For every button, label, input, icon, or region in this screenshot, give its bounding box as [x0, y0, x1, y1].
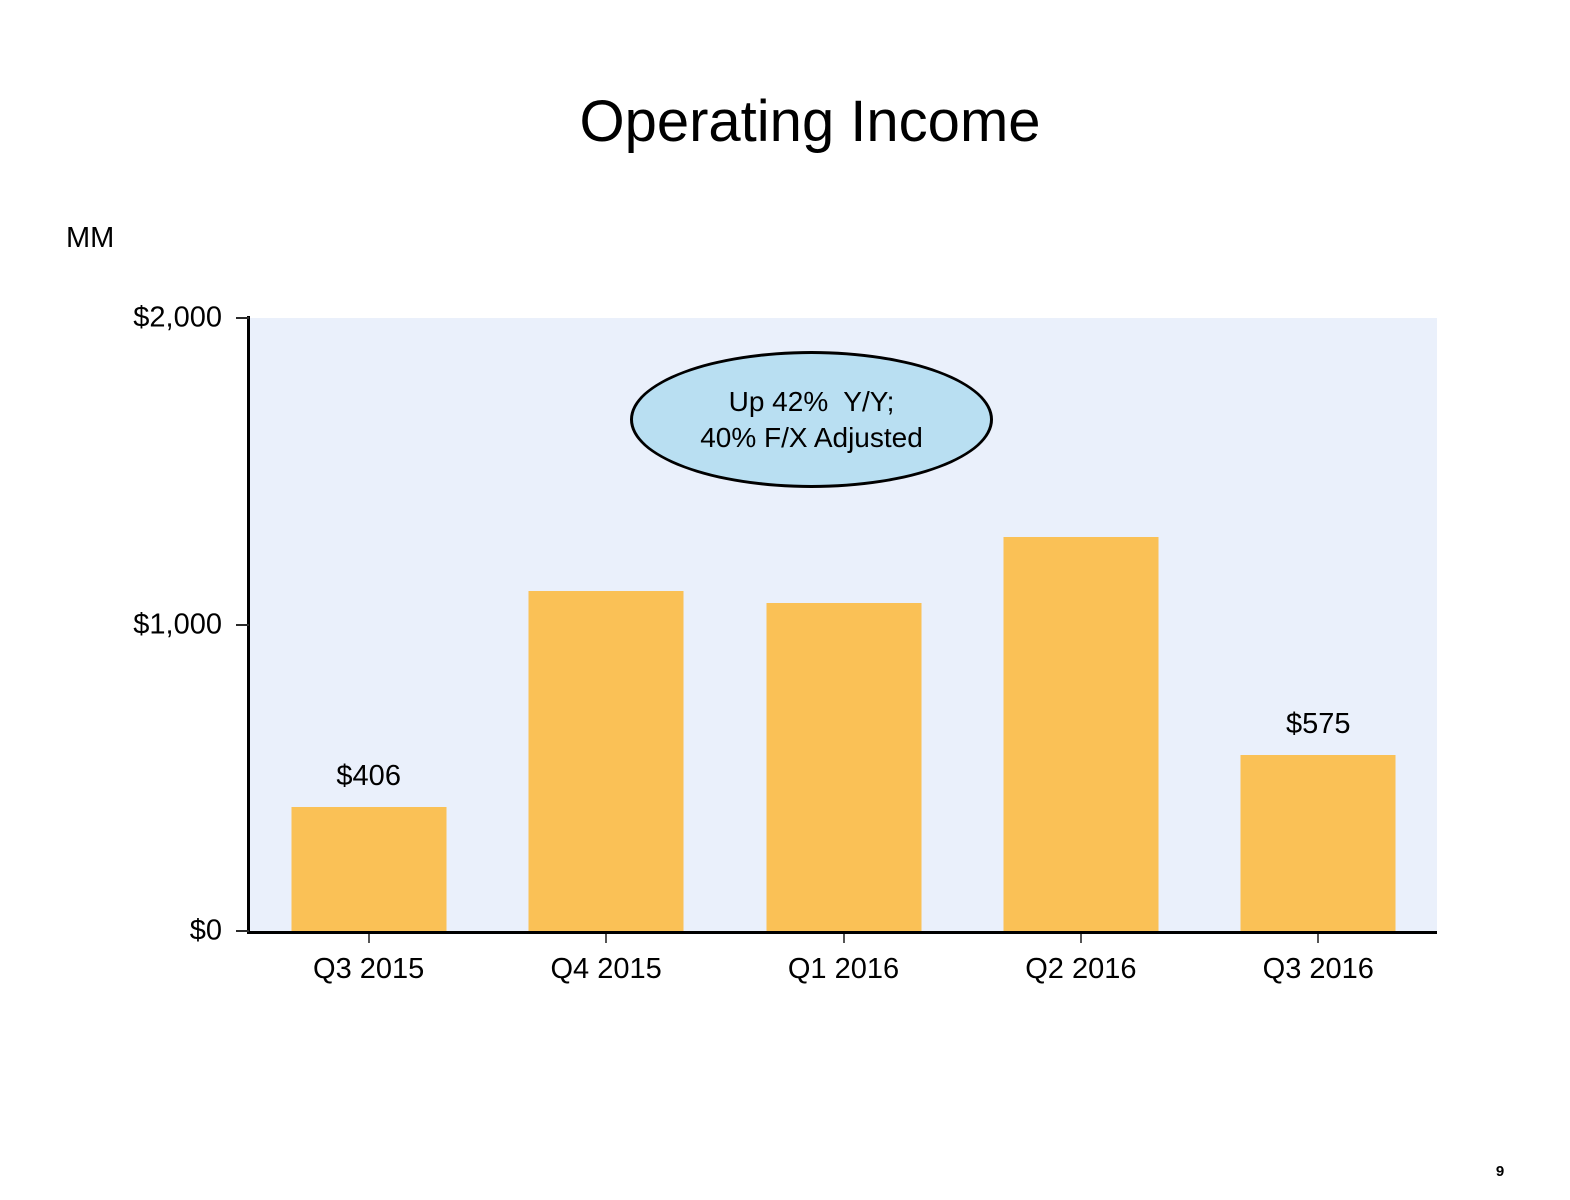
bar-q3-2015: [291, 806, 447, 931]
units-label: MM: [66, 222, 115, 254]
y-axis-tick: [236, 623, 249, 626]
x-axis-label-q3-2016: Q3 2016: [1262, 953, 1374, 985]
annotation-line-1: Up 42% Y/Y;: [728, 385, 895, 417]
y-axis-tick: [236, 930, 249, 932]
y-axis-label-2000: $2,000: [133, 301, 222, 334]
y-axis-label-0: $0: [189, 914, 222, 947]
x-axis-tick: [1317, 934, 1320, 943]
x-axis-tick: [367, 934, 370, 943]
x-axis-label-q4-2015: Q4 2015: [550, 953, 662, 985]
bar-value-label: $575: [1286, 707, 1351, 740]
x-axis-tick: [1079, 934, 1082, 943]
x-axis-label-q3-2015: Q3 2015: [313, 953, 425, 985]
y-axis-tick: [236, 317, 249, 319]
bar-q1-2016: [766, 602, 921, 931]
x-axis-tick: [605, 934, 608, 943]
y-axis-label-1000: $1,000: [133, 608, 222, 640]
page-number: 9: [1495, 1163, 1505, 1180]
annotation-ellipse: Up 42% Y/Y; 40% F/X Adjusted: [630, 351, 993, 488]
annotation-line-2: 40% F/X Adjusted: [700, 421, 923, 453]
bar-value-label: $406: [336, 759, 401, 792]
x-axis-line: [247, 931, 1437, 934]
bar-q3-2016: [1240, 754, 1396, 931]
bar-q2-2016: [1003, 537, 1159, 931]
x-axis-label-q2-2016: Q2 2016: [1025, 953, 1137, 985]
x-axis-label-q1-2016: Q1 2016: [787, 953, 900, 985]
bar-q4-2015: [528, 591, 684, 931]
x-axis-tick: [842, 934, 845, 943]
chart-title: Operating Income: [579, 89, 1041, 154]
